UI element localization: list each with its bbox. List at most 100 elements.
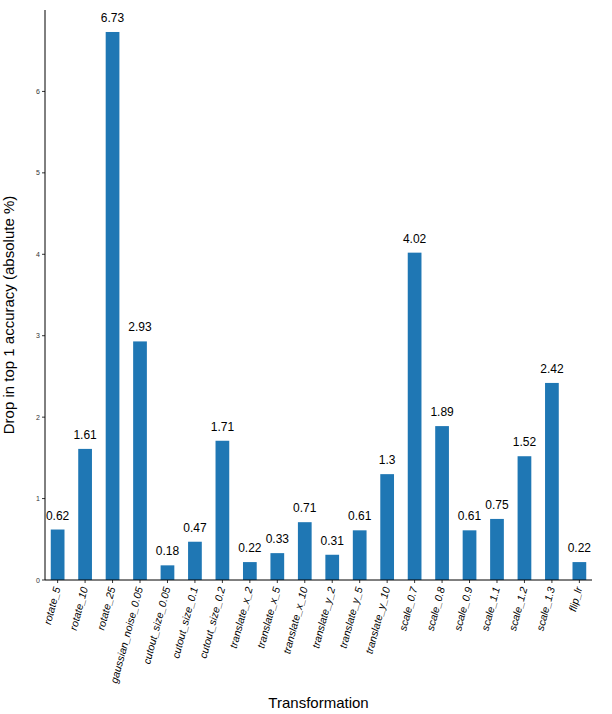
- x-tick: [222, 580, 223, 583]
- x-tick: [524, 580, 525, 583]
- data-label: 0.33: [266, 532, 290, 546]
- x-tick: [249, 580, 250, 583]
- bar: [51, 530, 65, 580]
- data-label: 1.71: [211, 420, 235, 434]
- bar: [325, 555, 339, 580]
- bar: [106, 32, 120, 580]
- x-tick: [304, 580, 305, 583]
- x-tick: [332, 580, 333, 583]
- data-label: 2.42: [540, 362, 564, 376]
- x-tick: [469, 580, 470, 583]
- x-tick-label: translate_x_10: [280, 585, 309, 655]
- x-tick-label: translate_x_2: [227, 585, 255, 649]
- data-label: 2.93: [128, 320, 152, 334]
- x-tick-label: rotate_25: [94, 585, 117, 631]
- y-tick-label: 2: [36, 414, 40, 421]
- bar: [490, 519, 504, 580]
- chart: 0.62 1.61 6.73 2.93 0.180.47 1.71 0.22 0.33 0.71…: [0, 0, 612, 714]
- x-tick: [551, 580, 552, 583]
- x-tick-label: rotate_5: [41, 585, 63, 625]
- data-label: 0.61: [458, 509, 482, 523]
- y-tick-label: 1: [36, 495, 40, 502]
- bar: [573, 562, 587, 580]
- bar: [435, 426, 449, 580]
- bars: [51, 32, 586, 580]
- y-tick: [42, 498, 45, 499]
- x-tick: [387, 580, 388, 583]
- x-tick: [57, 580, 58, 583]
- data-label: 0.22: [238, 541, 262, 555]
- y-tick-label: 6: [36, 88, 40, 95]
- bar: [133, 341, 147, 580]
- x-axis: [45, 580, 592, 581]
- bar: [298, 522, 312, 580]
- x-tick-label: flip_lr: [566, 585, 584, 613]
- bar: [463, 530, 477, 580]
- data-label: 0.62: [46, 509, 70, 523]
- x-tick-label: translate_y_2: [309, 585, 337, 649]
- y-tick: [42, 417, 45, 418]
- data-label: 0.71: [293, 501, 317, 515]
- y-tick-label: 5: [36, 169, 40, 176]
- y-tick: [42, 254, 45, 255]
- data-label: 6.73: [101, 11, 125, 25]
- y-axis: [45, 10, 46, 580]
- x-tick-label: translate_x_5: [254, 585, 282, 649]
- x-tick-label: cutout_size_0.05: [140, 585, 172, 665]
- data-label: 1.89: [430, 405, 454, 419]
- x-tick: [167, 580, 168, 583]
- y-tick: [42, 335, 45, 336]
- bar: [353, 530, 367, 580]
- y-tick-label: 3: [36, 332, 40, 339]
- y-tick-label: 4: [36, 251, 40, 258]
- bar: [270, 553, 284, 580]
- bar: [545, 383, 559, 580]
- x-tick: [359, 580, 360, 583]
- x-tick: [194, 580, 195, 583]
- data-label: 0.18: [156, 544, 180, 558]
- data-label: 1.52: [513, 435, 537, 449]
- data-label: 4.02: [403, 232, 427, 246]
- bar: [243, 562, 257, 580]
- x-tick: [442, 580, 443, 583]
- y-tick: [42, 91, 45, 92]
- x-tick: [85, 580, 86, 583]
- bar: [518, 456, 532, 580]
- x-tick-label: scale_0.9: [451, 585, 474, 632]
- y-tick: [42, 580, 45, 581]
- x-tick: [579, 580, 580, 583]
- x-tick-label: cutout_size_0.1: [169, 585, 200, 659]
- data-label: 1.3: [379, 453, 396, 467]
- x-tick: [112, 580, 113, 583]
- x-tick: [277, 580, 278, 583]
- x-tick-label: translate_y_5: [337, 585, 365, 649]
- x-tick-label: scale_0.7: [396, 584, 420, 632]
- x-tick-label: gaussian_noise_0.05: [108, 585, 145, 684]
- bar: [78, 449, 92, 580]
- bar: [408, 253, 422, 580]
- x-tick: [414, 580, 415, 583]
- x-axis-label: Transformation: [268, 694, 368, 711]
- bar: [188, 542, 202, 580]
- bar: [216, 441, 230, 580]
- x-tick-label: scale_1.3: [534, 585, 557, 632]
- x-tick-label: translate_y_10: [363, 585, 392, 655]
- x-tick-label: scale_1.2: [506, 585, 529, 632]
- data-label: 0.31: [321, 534, 345, 548]
- data-label: 0.75: [485, 498, 509, 512]
- data-label: 1.61: [73, 428, 97, 442]
- x-tick: [140, 580, 141, 583]
- x-tick-label: scale_1.1: [479, 585, 502, 632]
- x-tick: [496, 580, 497, 583]
- data-label: 0.47: [183, 521, 207, 535]
- data-label: 0.22: [568, 541, 592, 555]
- bar: [161, 565, 175, 580]
- x-tick-label: cutout_size_0.2: [197, 585, 228, 659]
- x-tick-label: rotate_10: [67, 585, 90, 631]
- y-tick: [42, 172, 45, 173]
- data-label: 0.61: [348, 509, 372, 523]
- x-tick-label: scale_0.8: [424, 585, 447, 632]
- bar: [380, 474, 394, 580]
- y-axis-label: Drop in top 1 accuracy (absolute %): [0, 196, 17, 434]
- y-tick-label: 0: [36, 577, 40, 584]
